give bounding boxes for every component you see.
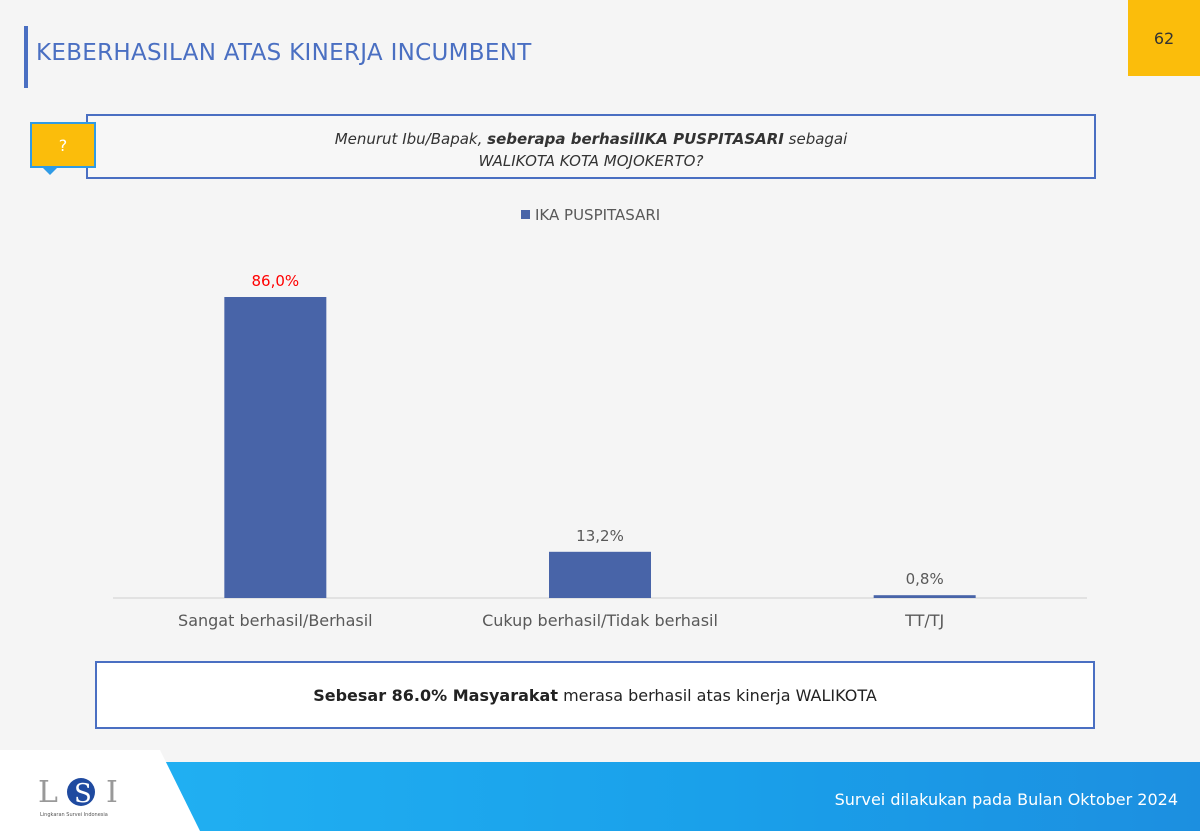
question-line2: WALIKOTA KOTA MOJOKERTO? [478,152,704,170]
question-box: Menurut Ibu/Bapak, seberapa berhasilIKA … [86,114,1096,179]
category-label: Sangat berhasil/Berhasil [178,611,373,630]
bar [873,595,976,598]
data-label: 13,2% [576,527,624,545]
data-label: 86,0% [252,272,300,290]
page-number: 62 [1128,0,1200,76]
category-label: TT/TJ [904,611,944,630]
category-label: Cukup berhasil/Tidak berhasil [482,611,718,630]
bar-chart: IKA PUSPITASARI 86,0% Sangat berhasil/Berh… [113,206,1087,630]
page-title: KEBERHASILAN ATAS KINERJA INCUMBENT [36,40,532,66]
title-accent-bar [24,26,28,88]
legend-label: IKA PUSPITASARI [535,206,660,224]
summary-bold: Sebesar 86.0% Masyarakat [313,685,558,705]
logo-subtitle: Lingkaran Survei Indonesia [40,812,108,818]
data-label: 0,8% [906,570,944,588]
footer-band [0,762,1200,831]
question-text-post: sebagai [783,130,848,148]
question-bold: seberapa berhasilIKA PUSPITASARI [487,130,784,148]
bar [224,297,327,598]
survey-date: Survei dilakukan pada Bulan Oktober 2024 [834,790,1178,809]
legend-swatch [521,210,530,219]
question-text: Menurut Ibu/Bapak, [334,130,488,148]
summary-box: Sebesar 86.0% Masyarakat merasa berhasil… [95,661,1095,729]
svg-text:L: L [38,775,58,810]
question-icon: ? [30,122,96,175]
summary-text: merasa berhasil atas kinerja WALIKOTA [557,685,877,705]
lsi-logo: L S I Lingkaran Survei Indonesia [38,775,118,818]
svg-text:S: S [74,779,92,809]
svg-text:I: I [106,775,118,810]
bar [549,551,651,598]
